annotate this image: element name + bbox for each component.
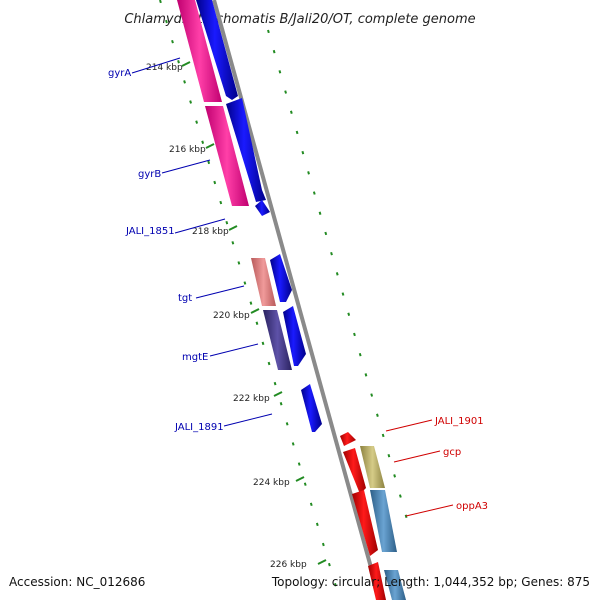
- tick-label: 214 kbp: [146, 63, 183, 73]
- leader-JALI_1851: [174, 218, 226, 234]
- gene-label: mgtE: [182, 352, 208, 363]
- gene-label: gcp: [443, 447, 461, 458]
- gc-content-track: [159, 0, 411, 600]
- cds-gcp: [343, 448, 366, 494]
- cog-box-next: [384, 570, 406, 600]
- leader-JALI_1891: [223, 413, 273, 427]
- leader-gyrB: [161, 159, 211, 174]
- backbone-line: [212, 0, 382, 600]
- leader-JALI_1901: [385, 419, 433, 432]
- cds-gyrB: [226, 98, 266, 202]
- cds-JALI_1891: [301, 384, 322, 432]
- gene-label: JALI_1891: [174, 422, 224, 433]
- leader-gyrA: [131, 57, 181, 74]
- forward-cds-track: [196, 0, 322, 432]
- tick-dash: [317, 559, 327, 565]
- cog-box-gyrA: [177, 0, 222, 102]
- tick-label: 218 kbp: [192, 227, 229, 237]
- gene-label: oppA3: [456, 501, 488, 512]
- leader-oppA3: [405, 504, 454, 517]
- cog-box-gcp: [360, 446, 385, 488]
- gene-label: gyrA: [108, 68, 131, 79]
- leader-mgtE: [209, 343, 259, 357]
- gene-label: gyrB: [138, 169, 161, 180]
- cds-tgt: [270, 254, 292, 302]
- tick-label: 222 kbp: [233, 394, 270, 404]
- map-title: Chlamydia trachomatis B/Jali20/OT, compl…: [124, 12, 475, 27]
- gc-dash-outer: [267, 29, 411, 531]
- leader-tgt: [195, 285, 245, 299]
- tick-dash: [181, 61, 191, 67]
- tick-dash: [273, 391, 283, 397]
- cds-JALI_1901: [340, 432, 356, 446]
- tick-dashes: [181, 61, 327, 565]
- cds-mgtE: [283, 306, 306, 366]
- cds-gyrA: [196, 0, 238, 100]
- tick-dash: [250, 308, 260, 314]
- leader-lines-blue: [131, 57, 273, 427]
- cog-box-mgtE: [263, 310, 292, 370]
- accession-text: Accession: NC_012686: [9, 575, 145, 589]
- tick-label: 226 kbp: [270, 560, 307, 570]
- cds-JALI_1851: [255, 200, 270, 216]
- cog-track: [177, 0, 406, 600]
- topology-text: Topology: circular; Length: 1,044,352 bp…: [271, 575, 590, 589]
- leader-gcp: [393, 450, 441, 463]
- tick-dash: [228, 225, 238, 231]
- tick-dash: [295, 476, 305, 482]
- leader-lines-red: [385, 419, 454, 517]
- cog-box-gyrB: [205, 106, 249, 206]
- cog-box-tgt: [251, 258, 276, 306]
- gene-label: tgt: [178, 293, 192, 304]
- tick-label: 216 kbp: [169, 145, 206, 155]
- reverse-cds-track: [340, 432, 386, 600]
- gene-label: JALI_1901: [434, 416, 484, 427]
- gene-label: JALI_1851: [125, 226, 175, 237]
- tick-label: 220 kbp: [213, 311, 250, 321]
- cds-oppA3: [352, 490, 378, 556]
- cds-next: [368, 562, 386, 600]
- tick-dash: [205, 143, 215, 149]
- tick-label: 224 kbp: [253, 478, 290, 488]
- cog-box-oppA3: [370, 490, 397, 552]
